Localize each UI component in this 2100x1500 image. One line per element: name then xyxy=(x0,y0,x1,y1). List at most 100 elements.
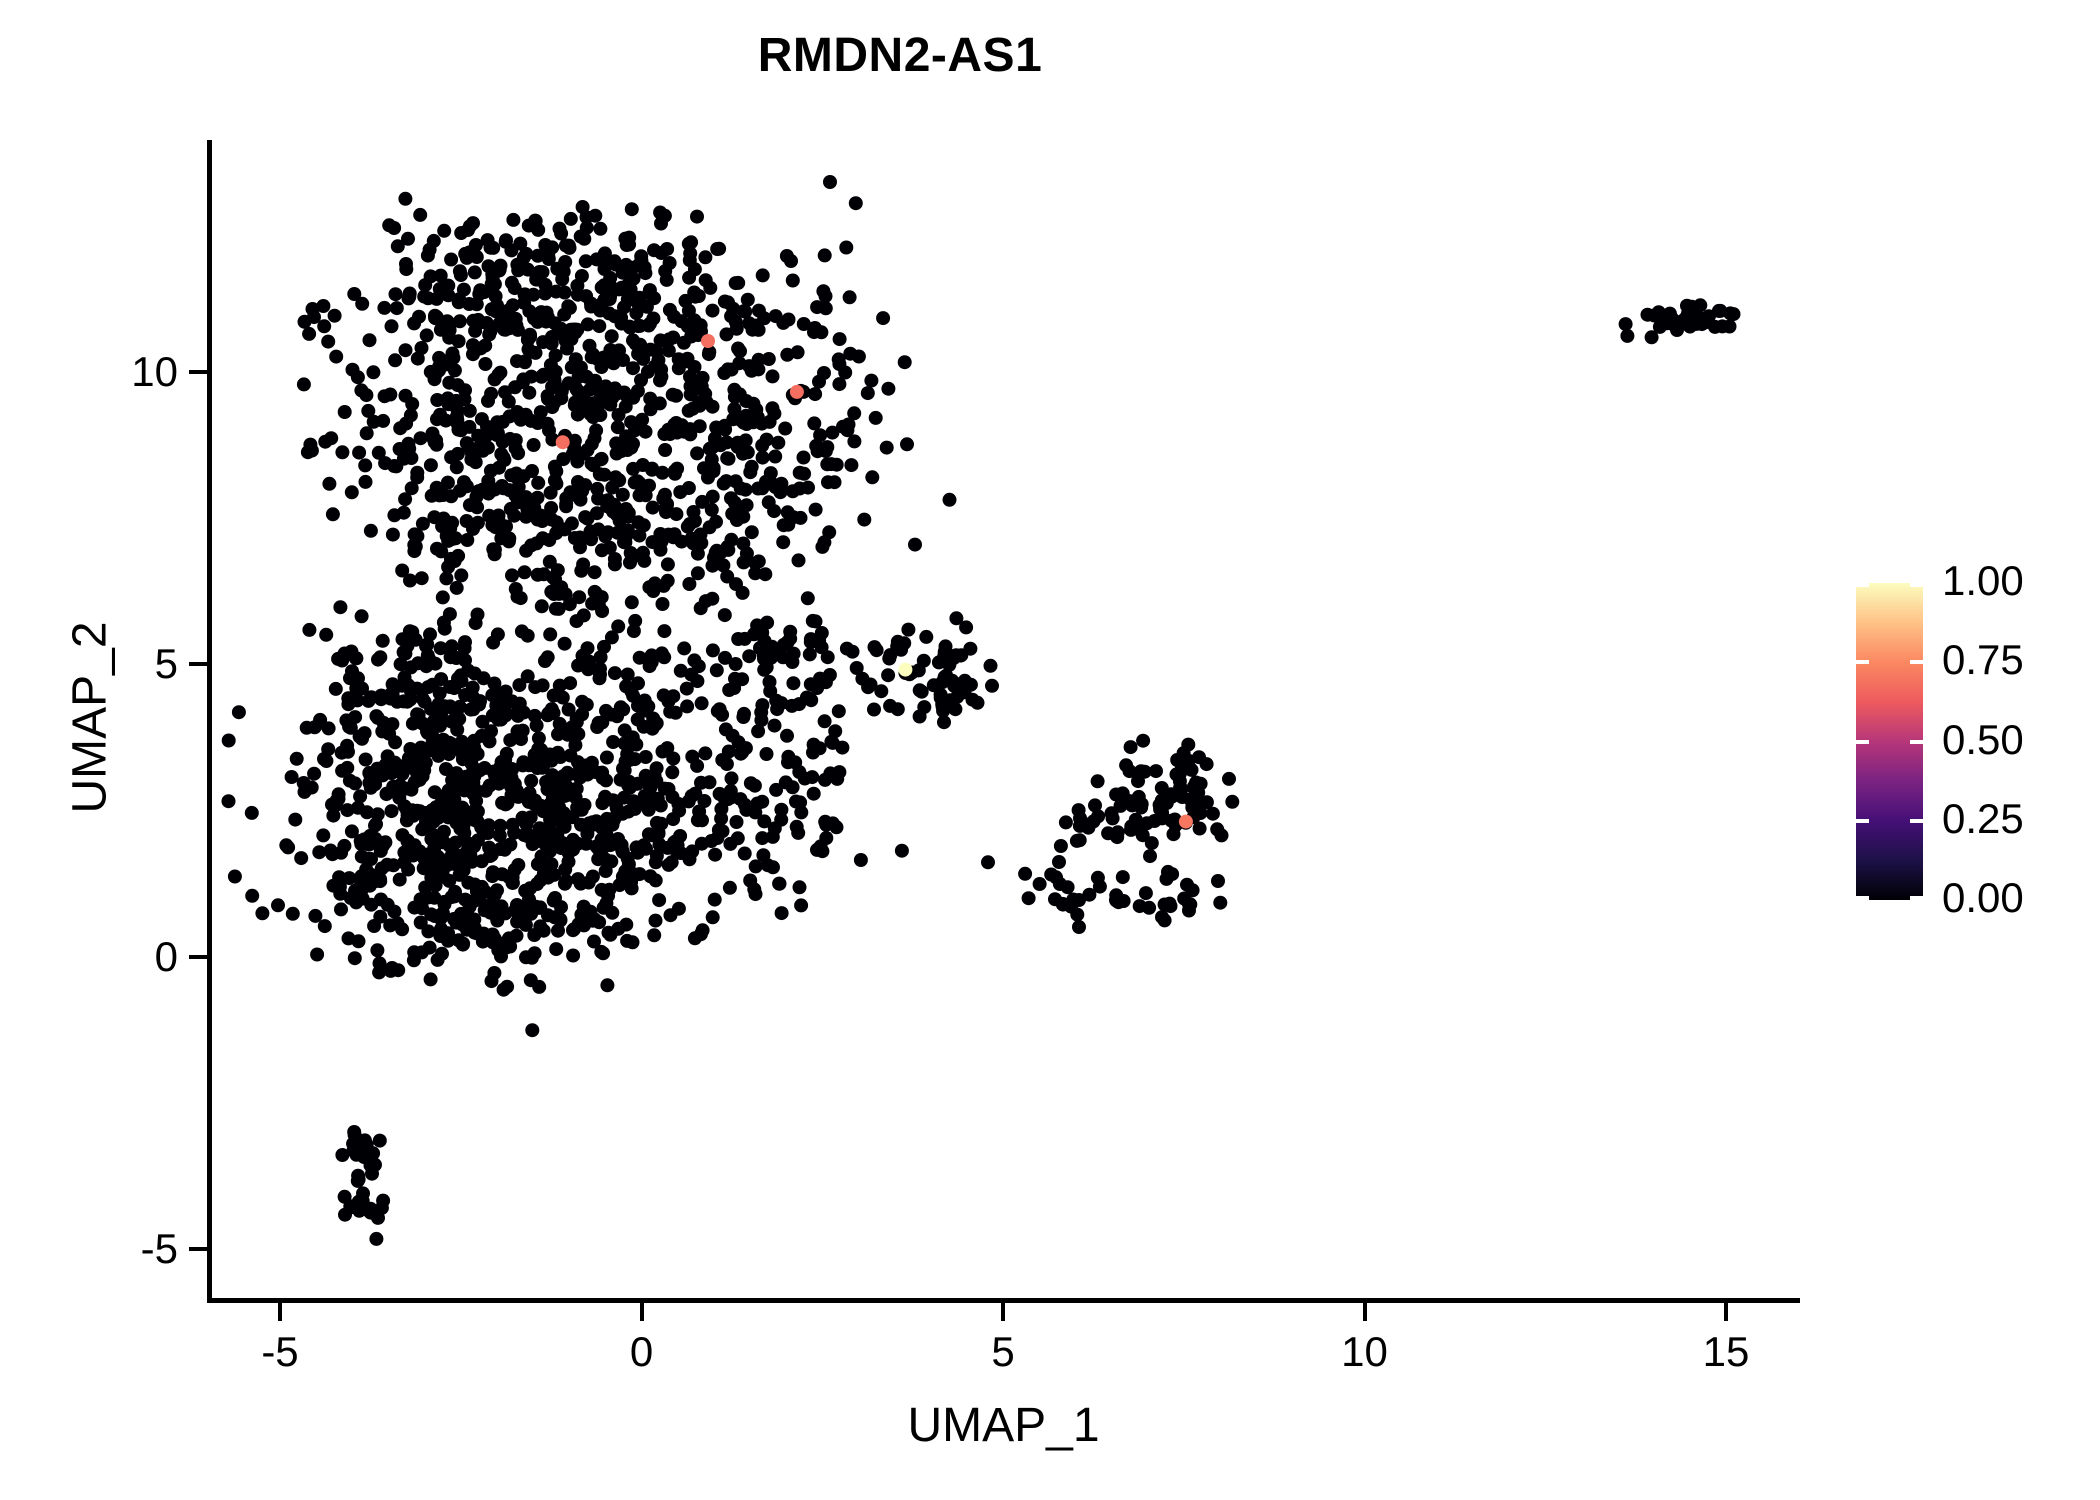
scatter-point xyxy=(497,842,512,857)
scatter-point xyxy=(681,236,696,251)
scatter-point xyxy=(466,313,481,328)
scatter-point xyxy=(433,641,448,656)
scatter-point xyxy=(619,388,634,403)
scatter-point xyxy=(511,480,526,494)
x-tick-mark xyxy=(1724,1303,1728,1321)
scatter-point xyxy=(730,439,745,454)
scatter-point xyxy=(937,644,952,659)
scatter-point xyxy=(881,381,896,396)
scatter-point xyxy=(531,222,546,237)
scatter-point xyxy=(719,435,734,450)
scatter-point xyxy=(560,788,575,803)
scatter-point xyxy=(1618,317,1633,332)
scatter-point xyxy=(825,816,840,831)
scatter-point xyxy=(583,524,598,539)
scatter-point xyxy=(478,783,493,798)
scatter-point xyxy=(490,688,505,703)
scatter-point xyxy=(449,815,464,830)
scatter-point xyxy=(622,237,637,252)
scatter-point xyxy=(1056,897,1070,912)
scatter-point xyxy=(452,813,467,827)
scatter-point xyxy=(818,675,833,690)
scatter-point xyxy=(495,795,510,810)
scatter-point xyxy=(362,775,377,790)
scatter-point xyxy=(386,858,401,873)
scatter-point xyxy=(1109,892,1123,907)
scatter-point xyxy=(551,321,566,336)
scatter-point xyxy=(691,289,706,303)
scatter-point xyxy=(495,414,510,429)
scatter-point xyxy=(739,394,754,408)
scatter-point xyxy=(583,396,598,411)
scatter-point xyxy=(1058,815,1073,830)
scatter-point xyxy=(557,328,572,343)
scatter-point xyxy=(1169,767,1184,782)
scatter-point xyxy=(796,384,811,399)
scatter-point xyxy=(762,414,777,429)
scatter-point xyxy=(442,607,457,622)
scatter-point xyxy=(454,736,469,751)
scatter-point xyxy=(728,314,743,329)
scatter-point xyxy=(657,487,672,502)
scatter-point xyxy=(508,433,523,448)
scatter-point xyxy=(533,900,548,915)
scatter-point xyxy=(341,691,356,706)
scatter-point xyxy=(687,514,702,528)
scatter-point xyxy=(487,277,502,292)
scatter-point xyxy=(395,678,409,693)
scatter-point xyxy=(594,832,609,847)
scatter-point xyxy=(659,498,674,513)
scatter-point xyxy=(592,671,607,686)
scatter-point xyxy=(445,515,460,530)
scatter-point xyxy=(728,474,743,489)
scatter-point xyxy=(603,289,618,304)
scatter-point xyxy=(385,961,400,975)
scatter-point xyxy=(570,836,585,851)
colorbar-tick-mark xyxy=(1910,896,1923,900)
scatter-point xyxy=(533,508,548,523)
scatter-point xyxy=(805,770,820,785)
scatter-point xyxy=(1110,825,1125,840)
scatter-point xyxy=(652,837,667,852)
scatter-point xyxy=(419,659,434,674)
scatter-point xyxy=(1159,871,1174,886)
scatter-point xyxy=(349,1198,364,1213)
scatter-point xyxy=(1162,896,1177,911)
scatter-point xyxy=(480,233,495,248)
scatter-point xyxy=(441,933,455,948)
scatter-point xyxy=(755,698,770,713)
scatter-point xyxy=(500,979,515,994)
scatter-point xyxy=(401,231,415,246)
scatter-point xyxy=(717,608,732,623)
scatter-point xyxy=(622,437,637,452)
scatter-point xyxy=(271,898,285,913)
scatter-point xyxy=(820,457,835,472)
scatter-point xyxy=(417,806,432,821)
scatter-point xyxy=(524,413,539,428)
scatter-point xyxy=(418,880,433,895)
scatter-point xyxy=(631,319,646,334)
scatter-point xyxy=(721,542,736,557)
scatter-point xyxy=(478,357,493,371)
scatter-point xyxy=(636,518,651,533)
scatter-point xyxy=(729,321,744,336)
scatter-point xyxy=(447,769,462,784)
scatter-point xyxy=(648,913,663,928)
scatter-point xyxy=(711,823,726,837)
scatter-point xyxy=(533,405,548,420)
scatter-point xyxy=(1122,764,1137,779)
scatter-point xyxy=(594,360,609,374)
scatter-point xyxy=(441,783,456,798)
scatter-point xyxy=(400,803,414,818)
scatter-point xyxy=(513,591,528,606)
scatter-point xyxy=(481,393,495,408)
scatter-point xyxy=(375,768,390,783)
scatter-point xyxy=(839,240,854,255)
scatter-point xyxy=(565,446,580,461)
y-tick-label: -5 xyxy=(140,1225,178,1272)
scatter-point xyxy=(549,464,564,479)
scatter-point xyxy=(454,423,469,438)
scatter-point xyxy=(716,558,731,573)
scatter-point xyxy=(414,341,429,355)
scatter-point xyxy=(491,943,506,958)
